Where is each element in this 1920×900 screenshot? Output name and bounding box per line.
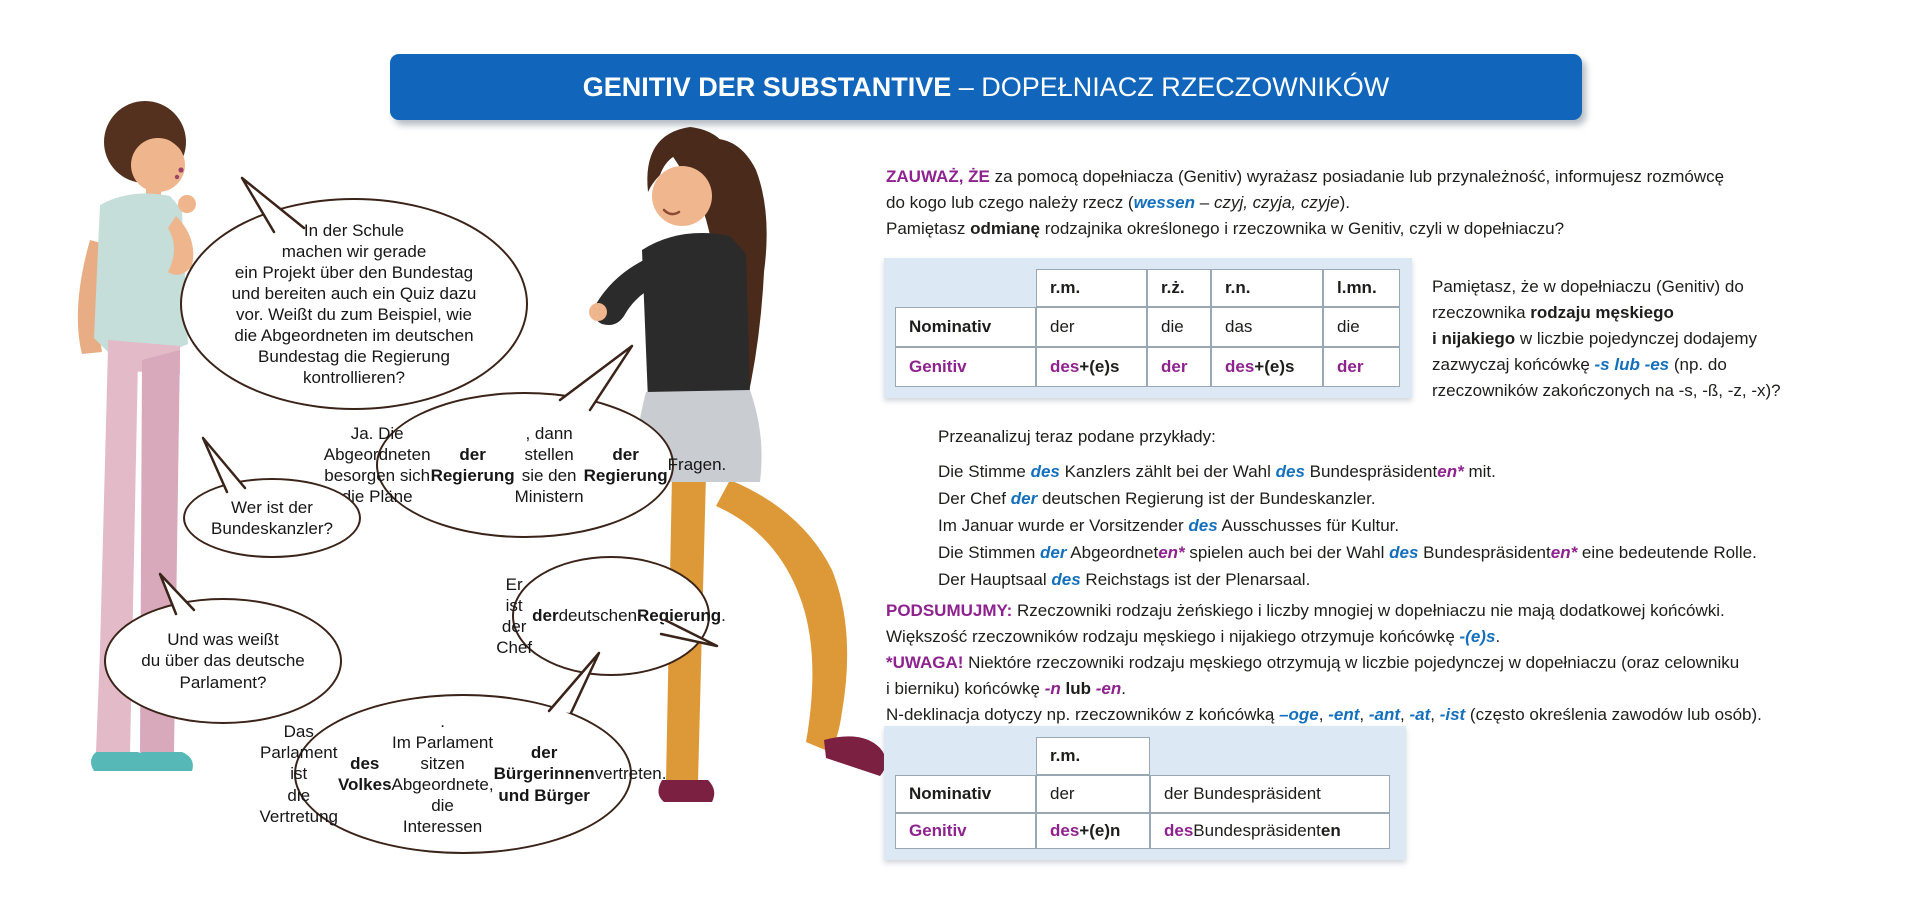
summary-line-1: PODSUMUJMY: Rzeczowniki rodzaju żeńskieg… xyxy=(886,601,1725,620)
characters-illustration xyxy=(77,101,886,802)
example-sentence-2: Der Chef der deutschen Regierung ist der… xyxy=(938,489,1376,508)
table1-row-genitiv-label: Genitiv xyxy=(895,347,1036,387)
page-title-rest: – DOPEŁNIACZ RZECZOWNIKÓW xyxy=(951,71,1390,102)
table1-genitiv-rm: des +(e)s xyxy=(1036,347,1147,387)
table2-genitiv-article: des +(e)n xyxy=(1036,813,1150,849)
speech-bubble-parlament-answer: Das Parlament ist die Vertretung des Vol… xyxy=(260,694,666,854)
table2-nominativ-example: der Bundespräsident xyxy=(1150,775,1390,813)
intro-line-2: do kogo lub czego należy rzecz (wessen –… xyxy=(886,193,1350,212)
table1-nominativ-rz: die xyxy=(1147,307,1211,347)
summary-line-5: N-deklinacja dotyczy np. rzeczowników z … xyxy=(886,705,1762,724)
page-title: GENITIV DER SUBSTANTIVE – DOPEŁNIACZ RZE… xyxy=(583,72,1390,103)
page-title-bold: GENITIV DER SUBSTANTIVE xyxy=(582,71,952,102)
bubble-1-tail xyxy=(240,176,306,234)
table1-header-lmn: l.mn. xyxy=(1323,269,1400,307)
speech-bubble-chef-answer: Er ist der Chef der deutschen Regierung. xyxy=(496,556,726,676)
table1-genitiv-rz: der xyxy=(1147,347,1211,387)
intro-line-3: Pamiętasz odmianę rodzajnika określonego… xyxy=(886,219,1565,238)
side-note: Pamiętasz, że w dopełniaczu (Genitiv) do… xyxy=(1432,277,1781,400)
table2-row-genitiv-label: Genitiv xyxy=(895,813,1036,849)
speech-bubble-abgeordnete-answer: Ja. Die Abgeordneten besorgen sich die P… xyxy=(324,392,726,538)
examples-list: Die Stimme des Kanzlers zählt bei der Wa… xyxy=(938,458,1898,593)
examples-heading: Przeanalizuj teraz podane przykłady: xyxy=(938,427,1216,446)
bubble-4-tail xyxy=(158,572,196,616)
example-sentence-4: Die Stimmen der Abgeordneten* spielen au… xyxy=(938,543,1757,562)
n-deklination-table: r.m. Nominativ der der Bundespräsident G… xyxy=(895,737,1395,849)
table2-nominativ-article: der xyxy=(1036,775,1150,813)
bubble-5-tail xyxy=(659,618,719,648)
table2-header-rm: r.m. xyxy=(1036,737,1150,775)
table1-nominativ-rm: der xyxy=(1036,307,1147,347)
bubble-6-tail xyxy=(547,651,601,715)
table1-genitiv-rn: des +(e)s xyxy=(1211,347,1323,387)
table1-header-rn: r.n. xyxy=(1211,269,1323,307)
table2-row-nominativ-label: Nominativ xyxy=(895,775,1036,813)
right-woman-illustration xyxy=(589,127,886,802)
table1-genitiv-lmn: der xyxy=(1323,347,1400,387)
bubble-3-tail xyxy=(201,436,247,494)
summary-line-4: i bierniku) końcówkę -n lub -en. xyxy=(886,679,1126,698)
intro-paragraph: ZAUWAŻ, ŻE za pomocą dopełniacza (Geniti… xyxy=(886,164,1896,242)
genitiv-article-table: r.m. r.ż. r.n. l.mn. Nominativ der die d… xyxy=(895,269,1401,387)
example-sentence-3: Im Januar wurde er Vorsitzender des Auss… xyxy=(938,516,1400,535)
table2-header-empty xyxy=(895,737,1036,775)
speech-bubble-school-project: In der Schule machen wir gerade ein Proj… xyxy=(180,198,528,410)
table1-header-empty xyxy=(895,269,1036,307)
bubble-2-tail xyxy=(558,344,634,412)
table1-nominativ-rn: das xyxy=(1211,307,1323,347)
table2-header-empty-2 xyxy=(1150,737,1390,775)
summary-paragraph: PODSUMUJMY: Rzeczowniki rodzaju żeńskieg… xyxy=(886,598,1906,728)
table1-header-rz: r.ż. xyxy=(1147,269,1211,307)
example-sentence-5: Der Hauptsaal des Reichstags ist der Ple… xyxy=(938,570,1311,589)
table1-nominativ-lmn: die xyxy=(1323,307,1400,347)
table1-row-nominativ-label: Nominativ xyxy=(895,307,1036,347)
n-deklination-table-panel: r.m. Nominativ der der Bundespräsident G… xyxy=(884,726,1406,860)
table1-header-rm: r.m. xyxy=(1036,269,1147,307)
summary-line-3: *UWAGA! Niektóre rzeczowniki rodzaju męs… xyxy=(886,653,1740,672)
summary-line-2: Większość rzeczowników rodzaju męskiego … xyxy=(886,627,1501,646)
genitiv-article-table-panel: r.m. r.ż. r.n. l.mn. Nominativ der die d… xyxy=(884,258,1412,398)
speech-bubble-bundeskanzler-question: Wer ist der Bundeskanzler? xyxy=(183,478,361,558)
title-banner: GENITIV DER SUBSTANTIVE – DOPEŁNIACZ RZE… xyxy=(390,54,1582,120)
speech-bubble-parlament-question: Und was weißt du über das deutsche Parla… xyxy=(104,598,342,724)
table2-genitiv-example: des Bundespräsident en xyxy=(1150,813,1390,849)
example-sentence-1: Die Stimme des Kanzlers zählt bei der Wa… xyxy=(938,462,1496,481)
intro-line-1: ZAUWAŻ, ŻE za pomocą dopełniacza (Geniti… xyxy=(886,167,1725,186)
